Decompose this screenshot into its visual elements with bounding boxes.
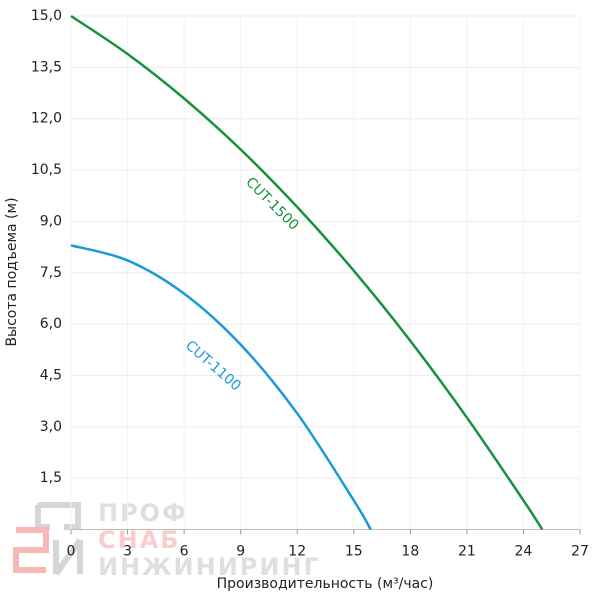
watermark-text: ИНЖИНИРИНГ — [98, 553, 321, 581]
logo-shape — [53, 538, 83, 576]
y-tick-label: 12,0 — [31, 111, 62, 127]
x-tick-label: 27 — [571, 544, 589, 560]
x-tick-label: 21 — [458, 544, 476, 560]
x-tick-label: 18 — [401, 544, 419, 560]
y-tick-label: 7,5 — [40, 265, 62, 281]
curve — [70, 14, 544, 531]
x-tick-label: 15 — [345, 544, 363, 560]
logo-shape — [35, 502, 81, 530]
curve — [70, 244, 372, 531]
x-tick-label: 0 — [67, 544, 76, 560]
x-tick-label: 24 — [515, 544, 533, 560]
y-tick-label: 4,5 — [40, 367, 62, 383]
x-axis-title: Производительность (м³/час) — [217, 576, 434, 592]
watermark-text: ПРОФ — [98, 499, 188, 527]
y-axis-title: Высота подъема (м) — [4, 197, 20, 346]
x-tick-label: 6 — [180, 544, 189, 560]
curve-label: CUT-1100 — [182, 338, 244, 395]
x-tick-label: 3 — [123, 544, 132, 560]
y-tick-label: 13,5 — [31, 59, 62, 75]
x-tick-label: 9 — [236, 544, 245, 560]
logo-shape — [13, 527, 49, 573]
watermark-text: СНАБ — [98, 526, 181, 554]
y-tick-label: 3,0 — [40, 419, 62, 435]
watermark-logo: ПРОФ СНАБ ИНЖИНИРИНГ — [13, 499, 321, 581]
x-tick-label: 12 — [288, 544, 306, 560]
y-tick-label: 1,5 — [40, 470, 62, 486]
y-tick-label: 10,5 — [31, 162, 62, 178]
y-tick-label: 9,0 — [40, 213, 62, 229]
y-tick-label: 15,0 — [31, 8, 62, 24]
y-tick-label: 6,0 — [40, 316, 62, 332]
